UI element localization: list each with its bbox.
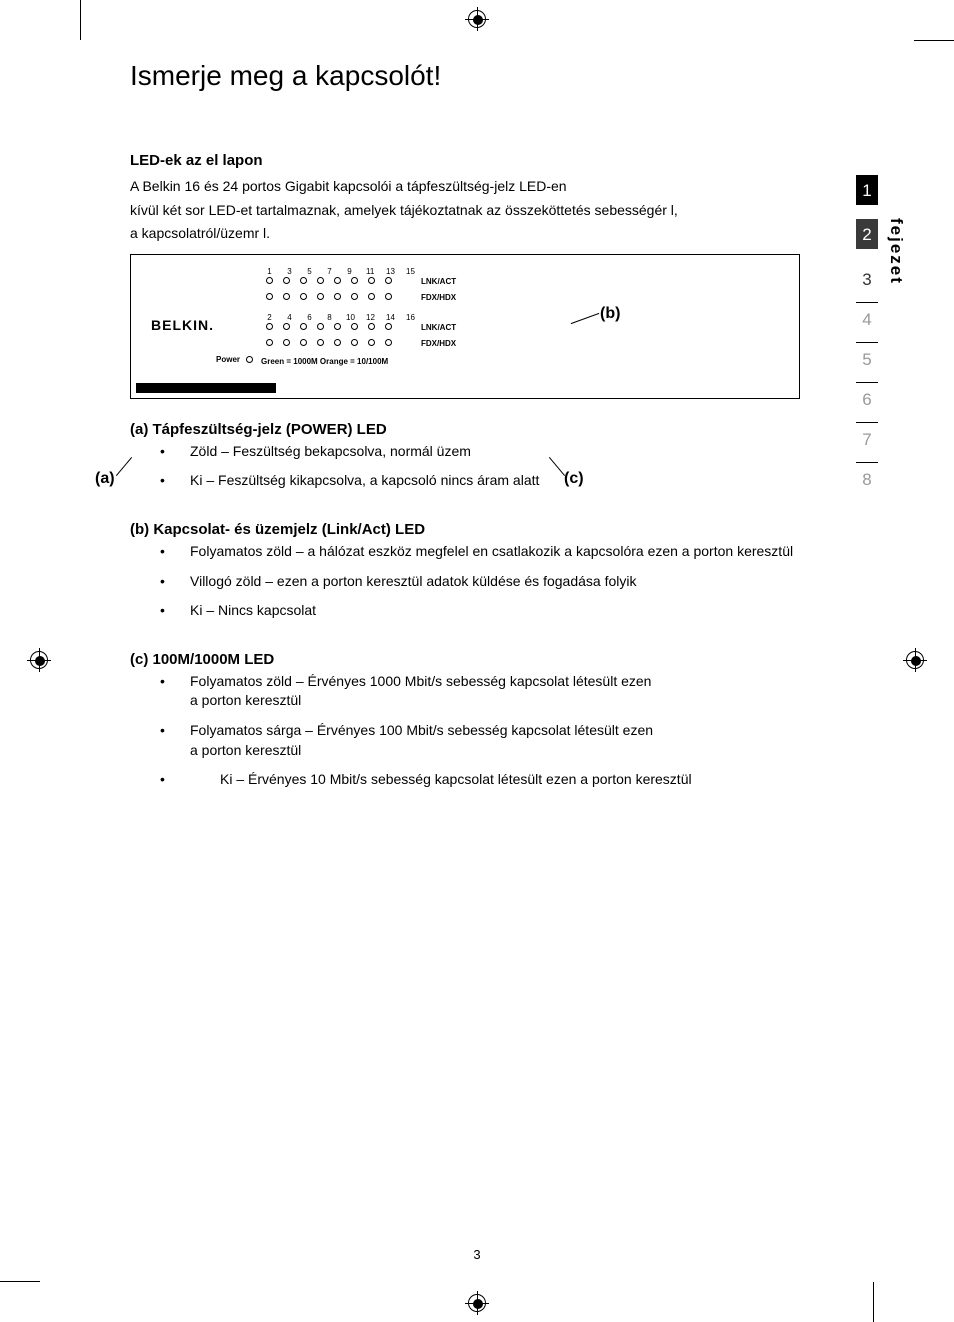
device-legend: Green = 1000M Orange = 10/100M [261,357,388,366]
crop-mark [873,1282,874,1322]
device-bottom-bar [136,383,276,393]
led-icon [385,277,392,284]
led-icon [368,293,375,300]
led-row-label: LNK/ACT [421,323,456,332]
nav-item-8: 8 [856,463,878,503]
led-row [266,323,392,330]
page-title: Ismerje meg a kapcsolót! [130,60,820,92]
led-numbers-row: 2 4 6 8 10 12 14 16 [266,313,413,322]
list-item: Ki – Nincs kapcsolat [190,601,820,621]
power-label: Power [216,355,240,364]
led-icon [266,293,273,300]
crop-mark [0,1281,40,1282]
registration-mark-icon [30,651,48,669]
power-led-icon [246,356,253,363]
callout-label-b: (b) [600,305,620,323]
led-row [266,339,392,346]
led-icon [351,293,358,300]
chapter-side-label: fejezet [886,218,906,285]
callout-label-c: (c) [564,470,584,488]
section-a: (a) Tápfeszültség-jelz (POWER) LED Zöld … [130,421,820,491]
led-icon [351,339,358,346]
body-text: kívül két sor LED-et tartalmaznak, amely… [130,201,820,221]
list-item: Zöld – Feszültség bekapcsolva, normál üz… [190,442,820,462]
led-icon [317,339,324,346]
led-icon [317,323,324,330]
led-icon [283,277,290,284]
subsection-heading: (b) Kapcsolat- és üzemjelz (Link/Act) LE… [130,521,820,538]
led-icon [266,339,273,346]
led-row-label: FDX/HDX [421,339,456,348]
led-icon [300,339,307,346]
list-item: Folyamatos sárga – Érvényes 100 Mbit/s s… [190,721,820,760]
list-item: Ki – Érvényes 10 Mbit/s sebesség kapcsol… [130,770,820,790]
body-text: a kapcsolatról/üzemr l. [130,224,820,244]
led-icon [334,293,341,300]
registration-mark-icon [468,10,486,28]
callout-label-a: (a) [95,470,115,488]
section-b: (b) Kapcsolat- és üzemjelz (Link/Act) LE… [130,521,820,621]
list-item: Villogó zöld – ezen a porton keresztül a… [190,572,820,592]
led-icon [317,293,324,300]
led-icon [266,323,273,330]
section-c: (c) 100M/1000M LED Folyamatos zöld – Érv… [130,651,820,790]
subsection-heading: (c) 100M/1000M LED [130,651,820,668]
registration-mark-icon [906,651,924,669]
page-number: 3 [473,1247,480,1262]
led-icon [300,323,307,330]
list-item: Folyamatos zöld – Érvényes 1000 Mbit/s s… [190,672,820,711]
bullet-list: Zöld – Feszültség bekapcsolva, normál üz… [130,442,820,491]
led-icon [317,277,324,284]
led-icon [368,339,375,346]
body-text: A Belkin 16 és 24 portos Gigabit kapcsol… [130,177,820,197]
registration-mark-icon [468,1294,486,1312]
led-icon [385,293,392,300]
nav-item-7: 7 [856,423,878,463]
device-panel-illustration: BELKIN. Power 1 3 5 7 9 11 13 15 LNK/ACT… [130,254,800,399]
led-icon [351,277,358,284]
led-row-label: FDX/HDX [421,293,456,302]
led-icon [300,293,307,300]
led-row [266,293,392,300]
section-led-intro: LED-ek az el lapon A Belkin 16 és 24 por… [130,152,820,244]
crop-mark [914,40,954,41]
led-icon [334,323,341,330]
led-icon [283,339,290,346]
led-icon [283,323,290,330]
nav-item-5: 5 [856,343,878,383]
led-icon [368,277,375,284]
bullet-list: Folyamatos zöld – Érvényes 1000 Mbit/s s… [130,672,820,760]
led-icon [334,339,341,346]
nav-item-2: 2 [856,219,878,249]
chapter-nav: 1 2 3 4 5 6 7 8 [852,175,882,503]
led-icon [368,323,375,330]
page-content: Ismerje meg a kapcsolót! LED-ek az el la… [130,60,820,790]
nav-item-3: 3 [856,263,878,303]
crop-mark [80,0,81,40]
list-item: Ki – Feszültség kikapcsolva, a kapcsoló … [190,471,820,491]
bullet-list: Folyamatos zöld – a hálózat eszköz megfe… [130,542,820,621]
led-icon [351,323,358,330]
led-icon [300,277,307,284]
led-numbers-row: 1 3 5 7 9 11 13 15 [266,267,413,276]
led-icon [385,339,392,346]
nav-item-4: 4 [856,303,878,343]
led-icon [283,293,290,300]
led-row-label: LNK/ACT [421,277,456,286]
belkin-logo: BELKIN. [151,317,214,333]
led-icon [385,323,392,330]
led-row [266,277,392,284]
section-heading: LED-ek az el lapon [130,152,820,169]
led-icon [266,277,273,284]
nav-item-1: 1 [856,175,878,205]
nav-item-6: 6 [856,383,878,423]
list-item: Folyamatos zöld – a hálózat eszköz megfe… [190,542,820,562]
led-icon [334,277,341,284]
subsection-heading: (a) Tápfeszültség-jelz (POWER) LED [130,421,820,438]
